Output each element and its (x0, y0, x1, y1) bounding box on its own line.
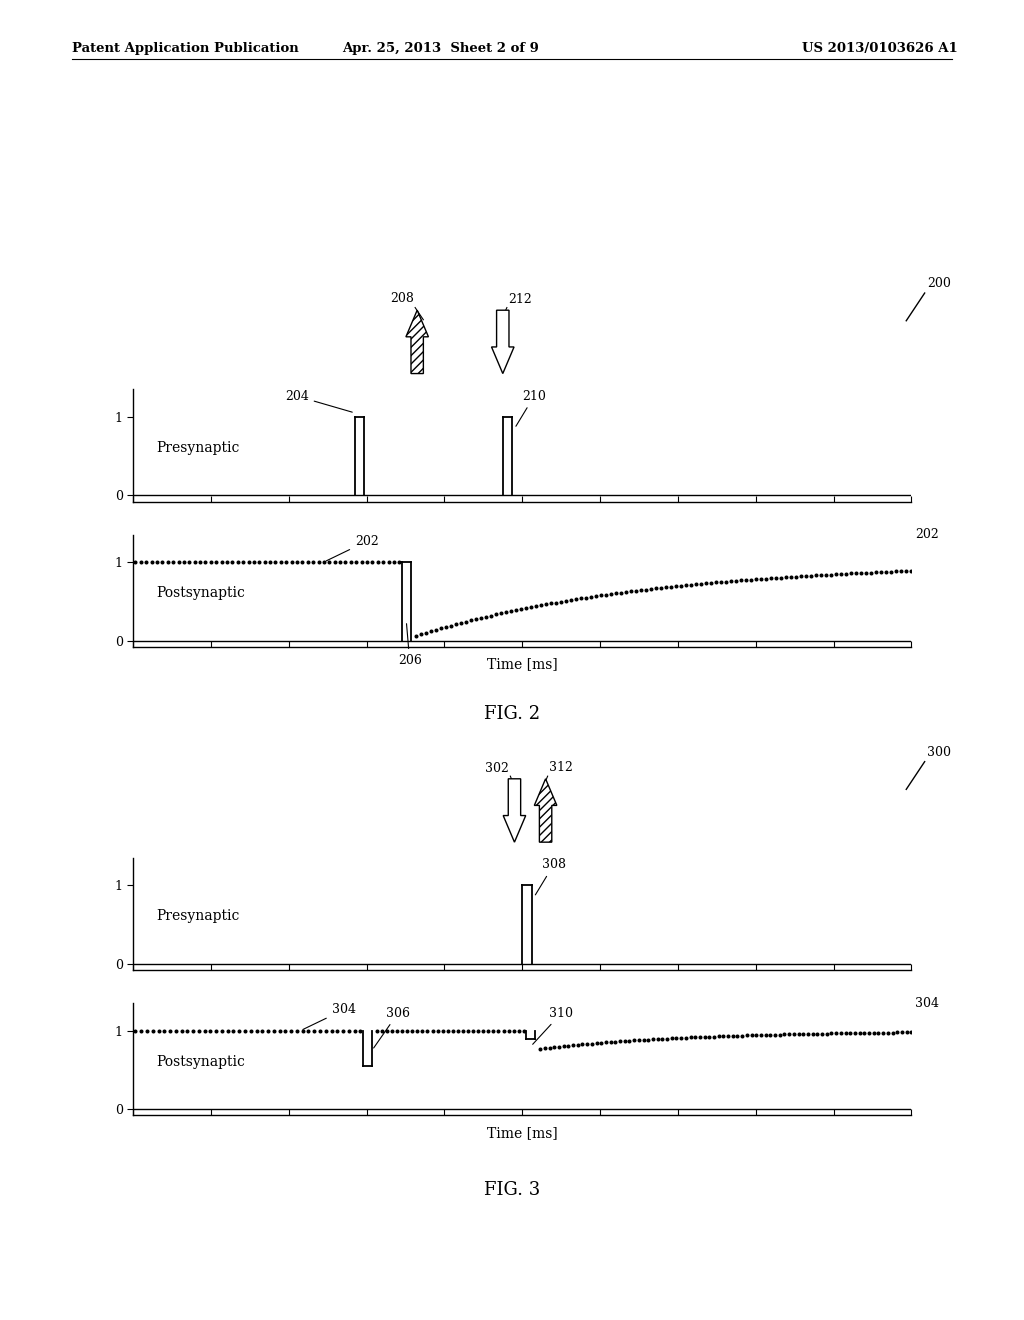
Text: 200: 200 (927, 277, 950, 290)
Text: Apr. 25, 2013  Sheet 2 of 9: Apr. 25, 2013 Sheet 2 of 9 (342, 42, 539, 55)
Text: Presynaptic: Presynaptic (157, 909, 240, 924)
Text: 310: 310 (532, 1007, 573, 1044)
X-axis label: Time [ms]: Time [ms] (486, 1126, 558, 1139)
Text: 208: 208 (390, 292, 414, 305)
Text: Patent Application Publication: Patent Application Publication (72, 42, 298, 55)
Text: 304: 304 (915, 997, 939, 1010)
Text: FIG. 3: FIG. 3 (484, 1180, 540, 1199)
Text: 304: 304 (303, 1003, 355, 1030)
Text: US 2013/0103626 A1: US 2013/0103626 A1 (802, 42, 957, 55)
Text: 312: 312 (549, 760, 572, 774)
Text: 204: 204 (285, 389, 352, 412)
Text: Postsynaptic: Postsynaptic (157, 586, 246, 601)
Text: 308: 308 (536, 858, 565, 895)
Text: Postsynaptic: Postsynaptic (157, 1055, 246, 1069)
Text: 212: 212 (508, 293, 531, 306)
Text: 202: 202 (915, 528, 939, 541)
Text: 300: 300 (927, 746, 950, 759)
Text: 206: 206 (397, 623, 422, 667)
Text: 302: 302 (485, 762, 509, 775)
Text: Presynaptic: Presynaptic (157, 441, 240, 455)
Text: FIG. 2: FIG. 2 (484, 705, 540, 723)
Text: 306: 306 (374, 1007, 410, 1048)
X-axis label: Time [ms]: Time [ms] (486, 657, 558, 671)
Text: 202: 202 (327, 535, 379, 561)
Text: 210: 210 (516, 389, 546, 426)
